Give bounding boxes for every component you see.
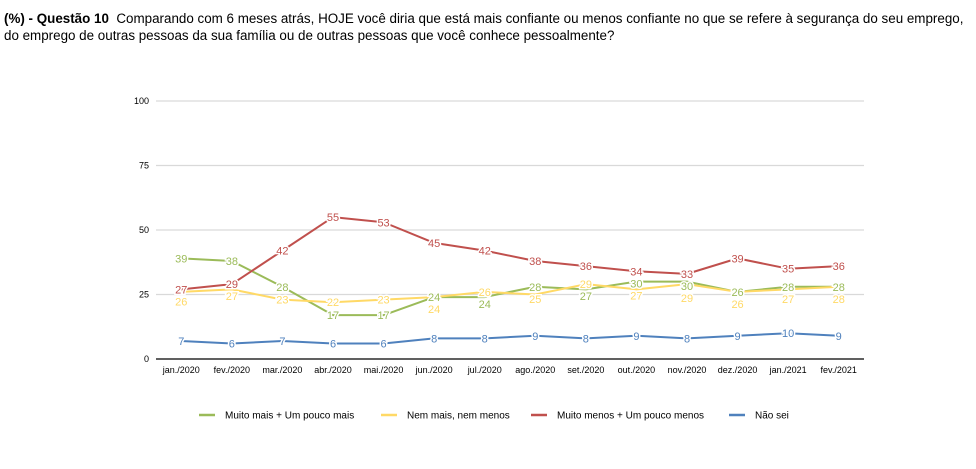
x-tick-label: jun./2020 bbox=[415, 365, 453, 375]
data-label: 26 bbox=[479, 287, 491, 299]
data-label: 24 bbox=[428, 304, 440, 316]
data-label: 6 bbox=[229, 339, 235, 351]
x-tick-label: jan./2021 bbox=[769, 365, 807, 375]
data-label: 8 bbox=[684, 333, 690, 345]
x-tick-label: jul./2020 bbox=[467, 365, 502, 375]
data-label: 9 bbox=[532, 331, 538, 343]
y-tick-label: 25 bbox=[139, 290, 149, 300]
x-tick-label: fev./2021 bbox=[821, 365, 857, 375]
data-label: 29 bbox=[226, 279, 238, 291]
data-label: 53 bbox=[377, 217, 389, 229]
series-line-3 bbox=[181, 332, 839, 345]
question-prefix: (%) - Questão 10 bbox=[4, 11, 109, 26]
data-label: 30 bbox=[681, 281, 693, 293]
data-label: 27 bbox=[226, 291, 238, 303]
data-label: 23 bbox=[377, 295, 389, 307]
data-label: 27 bbox=[175, 284, 187, 296]
data-label: 39 bbox=[731, 253, 743, 265]
data-label: 45 bbox=[428, 238, 440, 250]
data-label: 24 bbox=[479, 299, 491, 311]
x-tick-label: mar./2020 bbox=[262, 365, 302, 375]
x-tick-label: jan./2020 bbox=[162, 365, 200, 375]
data-label: 28 bbox=[529, 282, 541, 294]
data-label: 27 bbox=[580, 291, 592, 303]
x-tick-label: abr./2020 bbox=[314, 365, 352, 375]
legend-label: Muito mais + Um pouco mais bbox=[225, 411, 354, 422]
y-axis-ticks: 0 25 50 75 100 bbox=[134, 96, 149, 364]
x-tick-label: dez./2020 bbox=[718, 365, 758, 375]
x-tick-label: mai./2020 bbox=[364, 365, 404, 375]
data-label: 27 bbox=[782, 294, 794, 306]
x-tick-label: out./2020 bbox=[618, 365, 656, 375]
data-label: 26 bbox=[731, 299, 743, 311]
question-body: Comparando com 6 meses atrás, HOJE você … bbox=[4, 11, 964, 43]
series-lines bbox=[181, 216, 839, 345]
legend-label: Muito menos + Um pouco menos bbox=[557, 411, 704, 422]
x-tick-label: nov./2020 bbox=[668, 365, 707, 375]
data-label: 29 bbox=[580, 279, 592, 291]
data-label: 23 bbox=[276, 295, 288, 307]
question-text: (%) - Questão 10 Comparando com 6 meses … bbox=[4, 10, 972, 44]
data-label: 38 bbox=[226, 256, 238, 268]
data-label: 10 bbox=[782, 328, 794, 340]
data-label: 42 bbox=[479, 246, 491, 258]
data-label: 39 bbox=[175, 253, 187, 265]
data-label: 8 bbox=[583, 333, 589, 345]
data-label: 7 bbox=[178, 336, 184, 348]
data-label: 28 bbox=[782, 282, 794, 294]
data-label: 28 bbox=[833, 294, 845, 306]
data-label: 22 bbox=[327, 297, 339, 309]
y-tick-label: 50 bbox=[139, 225, 149, 235]
data-label: 26 bbox=[731, 287, 743, 299]
legend: Muito mais + Um pouco mais Nem mais, nem … bbox=[199, 411, 789, 422]
data-label: 9 bbox=[836, 331, 842, 343]
x-tick-label: fev./2020 bbox=[214, 365, 250, 375]
legend-item-2: Muito menos + Um pouco menos bbox=[531, 411, 704, 422]
y-tick-label: 0 bbox=[144, 354, 149, 364]
data-label: 25 bbox=[529, 294, 541, 306]
series-line-1 bbox=[181, 283, 839, 304]
data-label: 42 bbox=[276, 246, 288, 258]
data-label: 33 bbox=[681, 269, 693, 281]
legend-label: Não sei bbox=[755, 411, 789, 422]
data-label: 36 bbox=[580, 261, 592, 273]
data-label: 8 bbox=[482, 333, 488, 345]
data-label: 8 bbox=[431, 333, 437, 345]
series-line-2 bbox=[181, 216, 839, 291]
data-label: 28 bbox=[833, 282, 845, 294]
data-labels: 3927267382927642282375522176532317645242… bbox=[174, 211, 847, 352]
data-label: 17 bbox=[327, 310, 339, 322]
data-label: 35 bbox=[782, 264, 794, 276]
data-label: 9 bbox=[633, 331, 639, 343]
x-axis-ticks: jan./2020 fev./2020 mar./2020 abr./2020 mai.… bbox=[162, 365, 857, 375]
data-label: 28 bbox=[276, 282, 288, 294]
y-tick-label: 100 bbox=[134, 96, 149, 106]
data-label: 6 bbox=[330, 339, 336, 351]
data-label: 29 bbox=[681, 293, 693, 305]
data-label: 26 bbox=[175, 296, 187, 308]
x-tick-label: set./2020 bbox=[567, 365, 604, 375]
data-label: 9 bbox=[735, 331, 741, 343]
data-label: 30 bbox=[630, 278, 642, 290]
legend-item-3: Não sei bbox=[729, 411, 789, 422]
legend-item-0: Muito mais + Um pouco mais bbox=[199, 411, 354, 422]
y-tick-label: 75 bbox=[139, 161, 149, 171]
data-label: 55 bbox=[327, 212, 339, 224]
data-label: 7 bbox=[279, 336, 285, 348]
legend-item-1: Nem mais, nem menos bbox=[381, 411, 510, 422]
data-label: 36 bbox=[833, 261, 845, 273]
x-tick-label: ago./2020 bbox=[515, 365, 555, 375]
data-label: 34 bbox=[630, 266, 642, 278]
data-label: 17 bbox=[377, 310, 389, 322]
data-label: 6 bbox=[381, 339, 387, 351]
legend-label: Nem mais, nem menos bbox=[407, 411, 510, 422]
data-label: 24 bbox=[428, 292, 440, 304]
grid-lines bbox=[156, 100, 864, 296]
data-label: 27 bbox=[630, 290, 642, 302]
data-label: 38 bbox=[529, 256, 541, 268]
